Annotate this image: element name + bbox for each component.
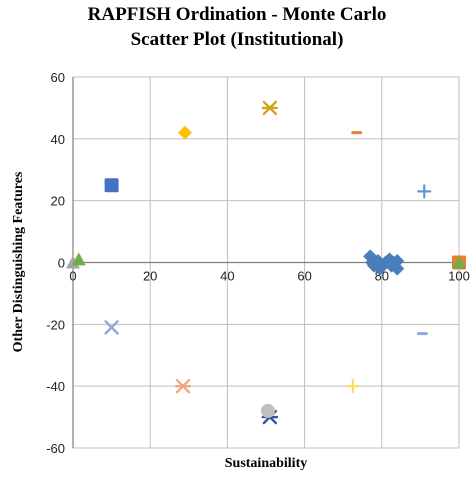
data-point-star xyxy=(174,378,192,394)
x-tick-label: 0 xyxy=(69,269,76,284)
data-point-triangle xyxy=(452,255,466,269)
data-point-diamond xyxy=(390,253,405,268)
y-axis-title: Other Distinguishing Features xyxy=(11,171,26,352)
data-point-x xyxy=(104,320,119,335)
y-tick-label: 20 xyxy=(51,194,65,209)
data-point-triangle xyxy=(71,252,86,266)
x-tick-label: 100 xyxy=(448,269,470,284)
data-point-diamond xyxy=(390,261,405,276)
x-tick-label: 60 xyxy=(297,269,311,284)
data-point-plus xyxy=(417,184,432,199)
data-points xyxy=(66,100,466,425)
x-tick-label: 20 xyxy=(143,269,157,284)
data-point-square xyxy=(104,178,119,193)
y-tick-label: 0 xyxy=(58,256,65,271)
y-tick-label: -20 xyxy=(46,317,65,332)
y-tick-label: 60 xyxy=(51,70,65,85)
x-tick-label: 40 xyxy=(220,269,234,284)
chart-title-line-1: RAPFISH Ordination - Monte Carlo xyxy=(87,4,387,25)
x-axis-title: Sustainability xyxy=(225,456,307,471)
y-tick-label: -40 xyxy=(46,379,65,394)
data-point-star xyxy=(261,100,279,116)
y-tick-label: -60 xyxy=(46,441,65,456)
y-tick-label: 40 xyxy=(51,132,65,147)
chart-title: RAPFISH Ordination - Monte Carlo Scatter… xyxy=(0,2,474,52)
data-point-diamond xyxy=(177,125,192,140)
chart-title-line-2: Scatter Plot (Institutional) xyxy=(130,29,344,50)
data-point-plus xyxy=(345,379,360,394)
data-point-circle xyxy=(260,403,275,418)
